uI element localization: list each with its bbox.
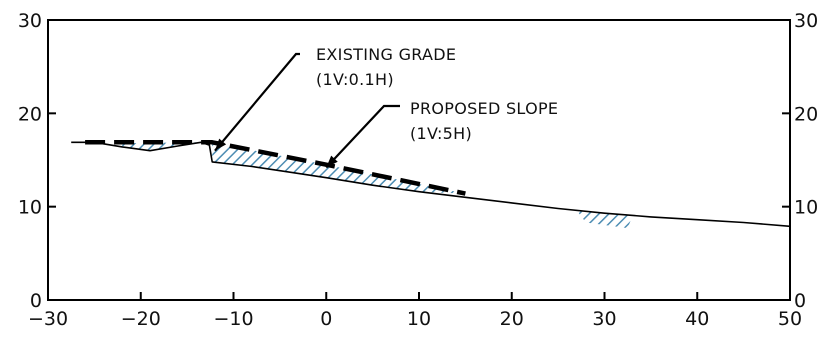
y-right-tick-label: 0 — [794, 290, 806, 312]
annotation-label-existing-grade: (1V:0.1H) — [316, 70, 394, 89]
x-tick-label: −20 — [121, 308, 161, 330]
leader-line-existing-grade — [214, 52, 300, 152]
annotation-label-proposed-slope: PROPOSED SLOPE — [410, 99, 558, 118]
profile-lines-layer — [71, 140, 791, 228]
y-right-tick-label: 10 — [794, 197, 818, 219]
annotation-label-proposed-slope: (1V:5H) — [410, 124, 472, 143]
arrowhead-proposed-slope — [326, 155, 338, 168]
x-tick-label: 0 — [320, 308, 332, 330]
hatch-region-slope-fill — [212, 142, 466, 194]
leader-line-proposed-slope — [325, 104, 400, 169]
x-tick-label: 20 — [500, 308, 524, 330]
annotation-layer: EXISTING GRADE (1V:0.1H) PROPOSED SLOPE (1V… — [214, 45, 558, 169]
x-tick-label: 50 — [778, 308, 802, 330]
series-line-proposed — [85, 140, 466, 196]
y-left-tick-label: 0 — [30, 290, 42, 312]
y-right-tick-label: 30 — [794, 10, 818, 32]
x-tick-label: 10 — [407, 308, 431, 330]
annotation-label-existing-grade: EXISTING GRADE — [316, 45, 456, 64]
x-tick-label: −30 — [28, 308, 68, 330]
arrowhead-existing-grade — [214, 138, 227, 151]
y-left-tick-label: 10 — [18, 197, 42, 219]
x-tick-label: 40 — [685, 308, 709, 330]
y-right-tick-label: 20 — [794, 103, 818, 125]
x-tick-label: 30 — [592, 308, 616, 330]
x-tick-label: −10 — [213, 308, 253, 330]
series-line-existing — [71, 141, 791, 228]
y-left-tick-label: 20 — [18, 103, 42, 125]
y-left-tick-label: 30 — [18, 10, 42, 32]
